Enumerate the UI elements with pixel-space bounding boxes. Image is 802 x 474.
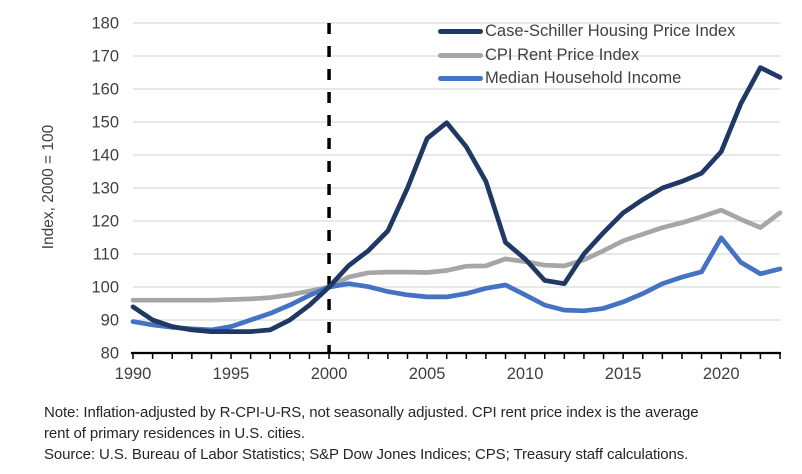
y-tick-label: 110	[93, 246, 119, 264]
chart-legend: Case-Schiller Housing Price Index CPI Ren…	[438, 20, 735, 91]
legend-line-swatch	[438, 29, 483, 35]
legend-item: CPI Rent Price Index	[438, 44, 735, 68]
y-tick-label: 90	[101, 312, 119, 330]
series-line-median-household-income	[130, 235, 783, 333]
y-tick-label: 80	[101, 345, 119, 363]
y-axis-title: Index, 2000 = 100	[40, 124, 57, 250]
x-tick-label: 1995	[213, 365, 250, 383]
x-tick-label: 2005	[409, 365, 446, 383]
legend-label: Median Household Income	[485, 69, 682, 88]
legend-item: Median Household Income	[438, 67, 735, 91]
y-tick-label: 140	[91, 147, 119, 165]
series-line-case-schiller-housing-price-index	[130, 65, 783, 334]
series-line-cpi-rent-price-index	[130, 207, 783, 303]
y-tick-label: 160	[91, 81, 119, 99]
x-tick-label: 2000	[311, 365, 348, 383]
legend-item: Case-Schiller Housing Price Index	[438, 20, 735, 44]
line-chart-canvas: 80 90 100 110 120 130 140 150 160 170 180 1990 1995 2…	[91, 15, 783, 383]
y-tick-label: 120	[91, 213, 119, 231]
chart-notes: Note: Inflation-adjusted by R-CPI-U-RS, …	[44, 402, 699, 465]
note-line: rent of primary residences in U.S. citie…	[44, 425, 305, 442]
legend-line-swatch	[438, 52, 483, 58]
legend-label: Case-Schiller Housing Price Index	[485, 22, 736, 41]
legend-label: CPI Rent Price Index	[485, 45, 640, 64]
y-tick-label: 170	[91, 48, 119, 66]
y-tick-label: 100	[91, 279, 119, 297]
y-tick-label: 150	[91, 114, 119, 132]
y-tick-label: 180	[91, 15, 119, 33]
x-tick-label: 1990	[115, 365, 152, 383]
source-line: Source: U.S. Bureau of Labor Statistics;…	[44, 446, 689, 463]
x-tick-label: 2015	[605, 365, 642, 383]
x-tick-label: 2020	[703, 365, 740, 383]
legend-line-swatch	[438, 76, 483, 82]
y-tick-label: 130	[91, 180, 119, 198]
note-line: Note: Inflation-adjusted by R-CPI-U-RS, …	[44, 404, 699, 421]
x-tick-label: 2010	[507, 365, 544, 383]
